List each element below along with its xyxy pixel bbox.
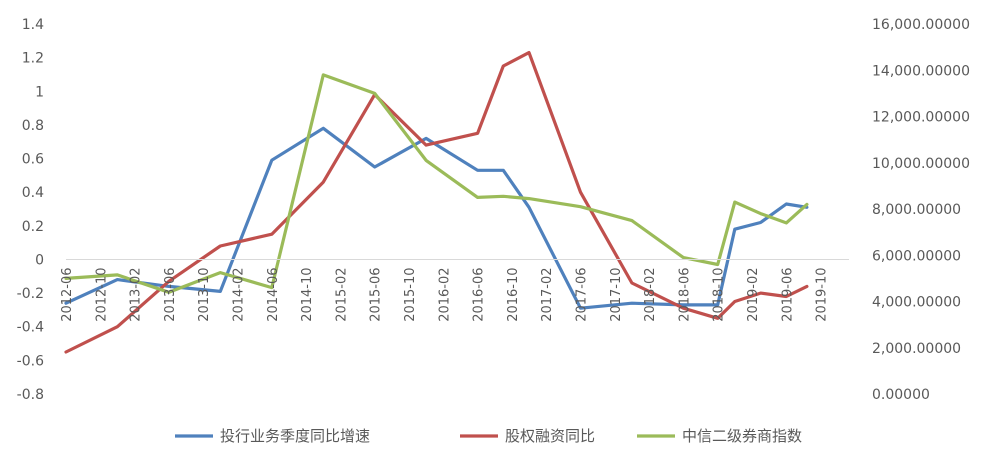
left-axis-tick-label: 1.4 bbox=[22, 17, 44, 33]
x-tick-label: 2017-06 bbox=[575, 267, 590, 321]
series-line-2 bbox=[64, 50, 809, 354]
right-axis-tick-label: 14,000.00000 bbox=[872, 63, 970, 79]
left-axis-tick-label: 1 bbox=[35, 84, 44, 100]
x-tick-label: 2015-06 bbox=[369, 267, 384, 321]
x-tick-label: 2012-06 bbox=[60, 267, 75, 321]
x-tick-label: 2018-02 bbox=[643, 267, 658, 321]
left-axis-tick-label: 0.8 bbox=[22, 118, 44, 134]
right-axis-tick-label: 4,000.00000 bbox=[872, 295, 961, 311]
right-axis: 0.00000 2,000.00000 4,000.00000 6,000.00000… bbox=[872, 17, 970, 403]
x-tick-label: 2014-10 bbox=[300, 267, 315, 321]
x-tick-label: 2019-02 bbox=[746, 267, 761, 321]
x-tick-label: 2019-06 bbox=[780, 267, 795, 321]
series-line-1 bbox=[64, 126, 809, 310]
right-axis-tick-label: 8,000.00000 bbox=[872, 202, 961, 218]
x-tick-label: 2015-02 bbox=[334, 267, 349, 321]
right-axis-tick-label: 2,000.00000 bbox=[872, 341, 961, 357]
legend: 投行业务季度同比增速 股权融资同比 中信二级券商指数 bbox=[175, 427, 802, 445]
left-axis-tick-label: 0.2 bbox=[22, 219, 44, 235]
left-axis-tick-label: 0.4 bbox=[22, 185, 44, 201]
x-tick-label: 2016-02 bbox=[437, 267, 452, 321]
x-tick-label: 2012-10 bbox=[94, 267, 109, 321]
legend-label: 投行业务季度同比增速 bbox=[220, 427, 370, 445]
x-axis: 2012-06 2012-10 2013-02 2013-06 2013-10 2014-… bbox=[60, 258, 849, 322]
right-axis-tick-label: 10,000.00000 bbox=[872, 156, 970, 172]
x-tick-label: 2018-06 bbox=[677, 267, 692, 321]
series-line-3 bbox=[64, 73, 809, 294]
left-axis-tick-label: 0.6 bbox=[22, 152, 44, 168]
x-tick-label: 2013-10 bbox=[197, 267, 212, 321]
left-axis-tick-label: -0.4 bbox=[17, 320, 44, 336]
x-tick-label: 2014-06 bbox=[266, 267, 281, 321]
x-tick-label: 2016-06 bbox=[472, 267, 487, 321]
right-axis-tick-label: 0.00000 bbox=[872, 387, 930, 403]
x-tick-label: 2017-02 bbox=[540, 267, 555, 321]
x-tick-label: 2017-10 bbox=[609, 267, 624, 321]
left-axis-tick-label: -0.8 bbox=[17, 387, 44, 403]
right-axis-tick-label: 16,000.00000 bbox=[872, 17, 970, 33]
x-tick-label: 2013-02 bbox=[129, 267, 144, 321]
left-axis-tick-label: 0 bbox=[35, 252, 44, 268]
x-tick-label: 2018-10 bbox=[712, 267, 727, 321]
series-layer bbox=[64, 50, 809, 354]
x-tick-label: 2015-10 bbox=[403, 267, 418, 321]
legend-label: 中信二级券商指数 bbox=[682, 427, 802, 445]
right-axis-tick-label: 6,000.00000 bbox=[872, 248, 961, 264]
x-tick-label: 2019-10 bbox=[815, 267, 830, 321]
left-axis-tick-label: 1.2 bbox=[22, 51, 44, 67]
x-tick-label: 2014-02 bbox=[232, 267, 247, 321]
left-axis-tick-label: -0.2 bbox=[17, 286, 44, 302]
x-tick-label: 2016-10 bbox=[506, 267, 521, 321]
left-axis: -0.8 -0.6 -0.4 -0.2 0 0.2 0.4 0.6 0.8 1 1.2 1.4 bbox=[17, 17, 44, 403]
left-axis-tick-label: -0.6 bbox=[17, 353, 44, 369]
legend-label: 股权融资同比 bbox=[505, 427, 595, 445]
right-axis-tick-label: 12,000.00000 bbox=[872, 110, 970, 126]
x-tick-label: 2013-06 bbox=[163, 267, 178, 321]
